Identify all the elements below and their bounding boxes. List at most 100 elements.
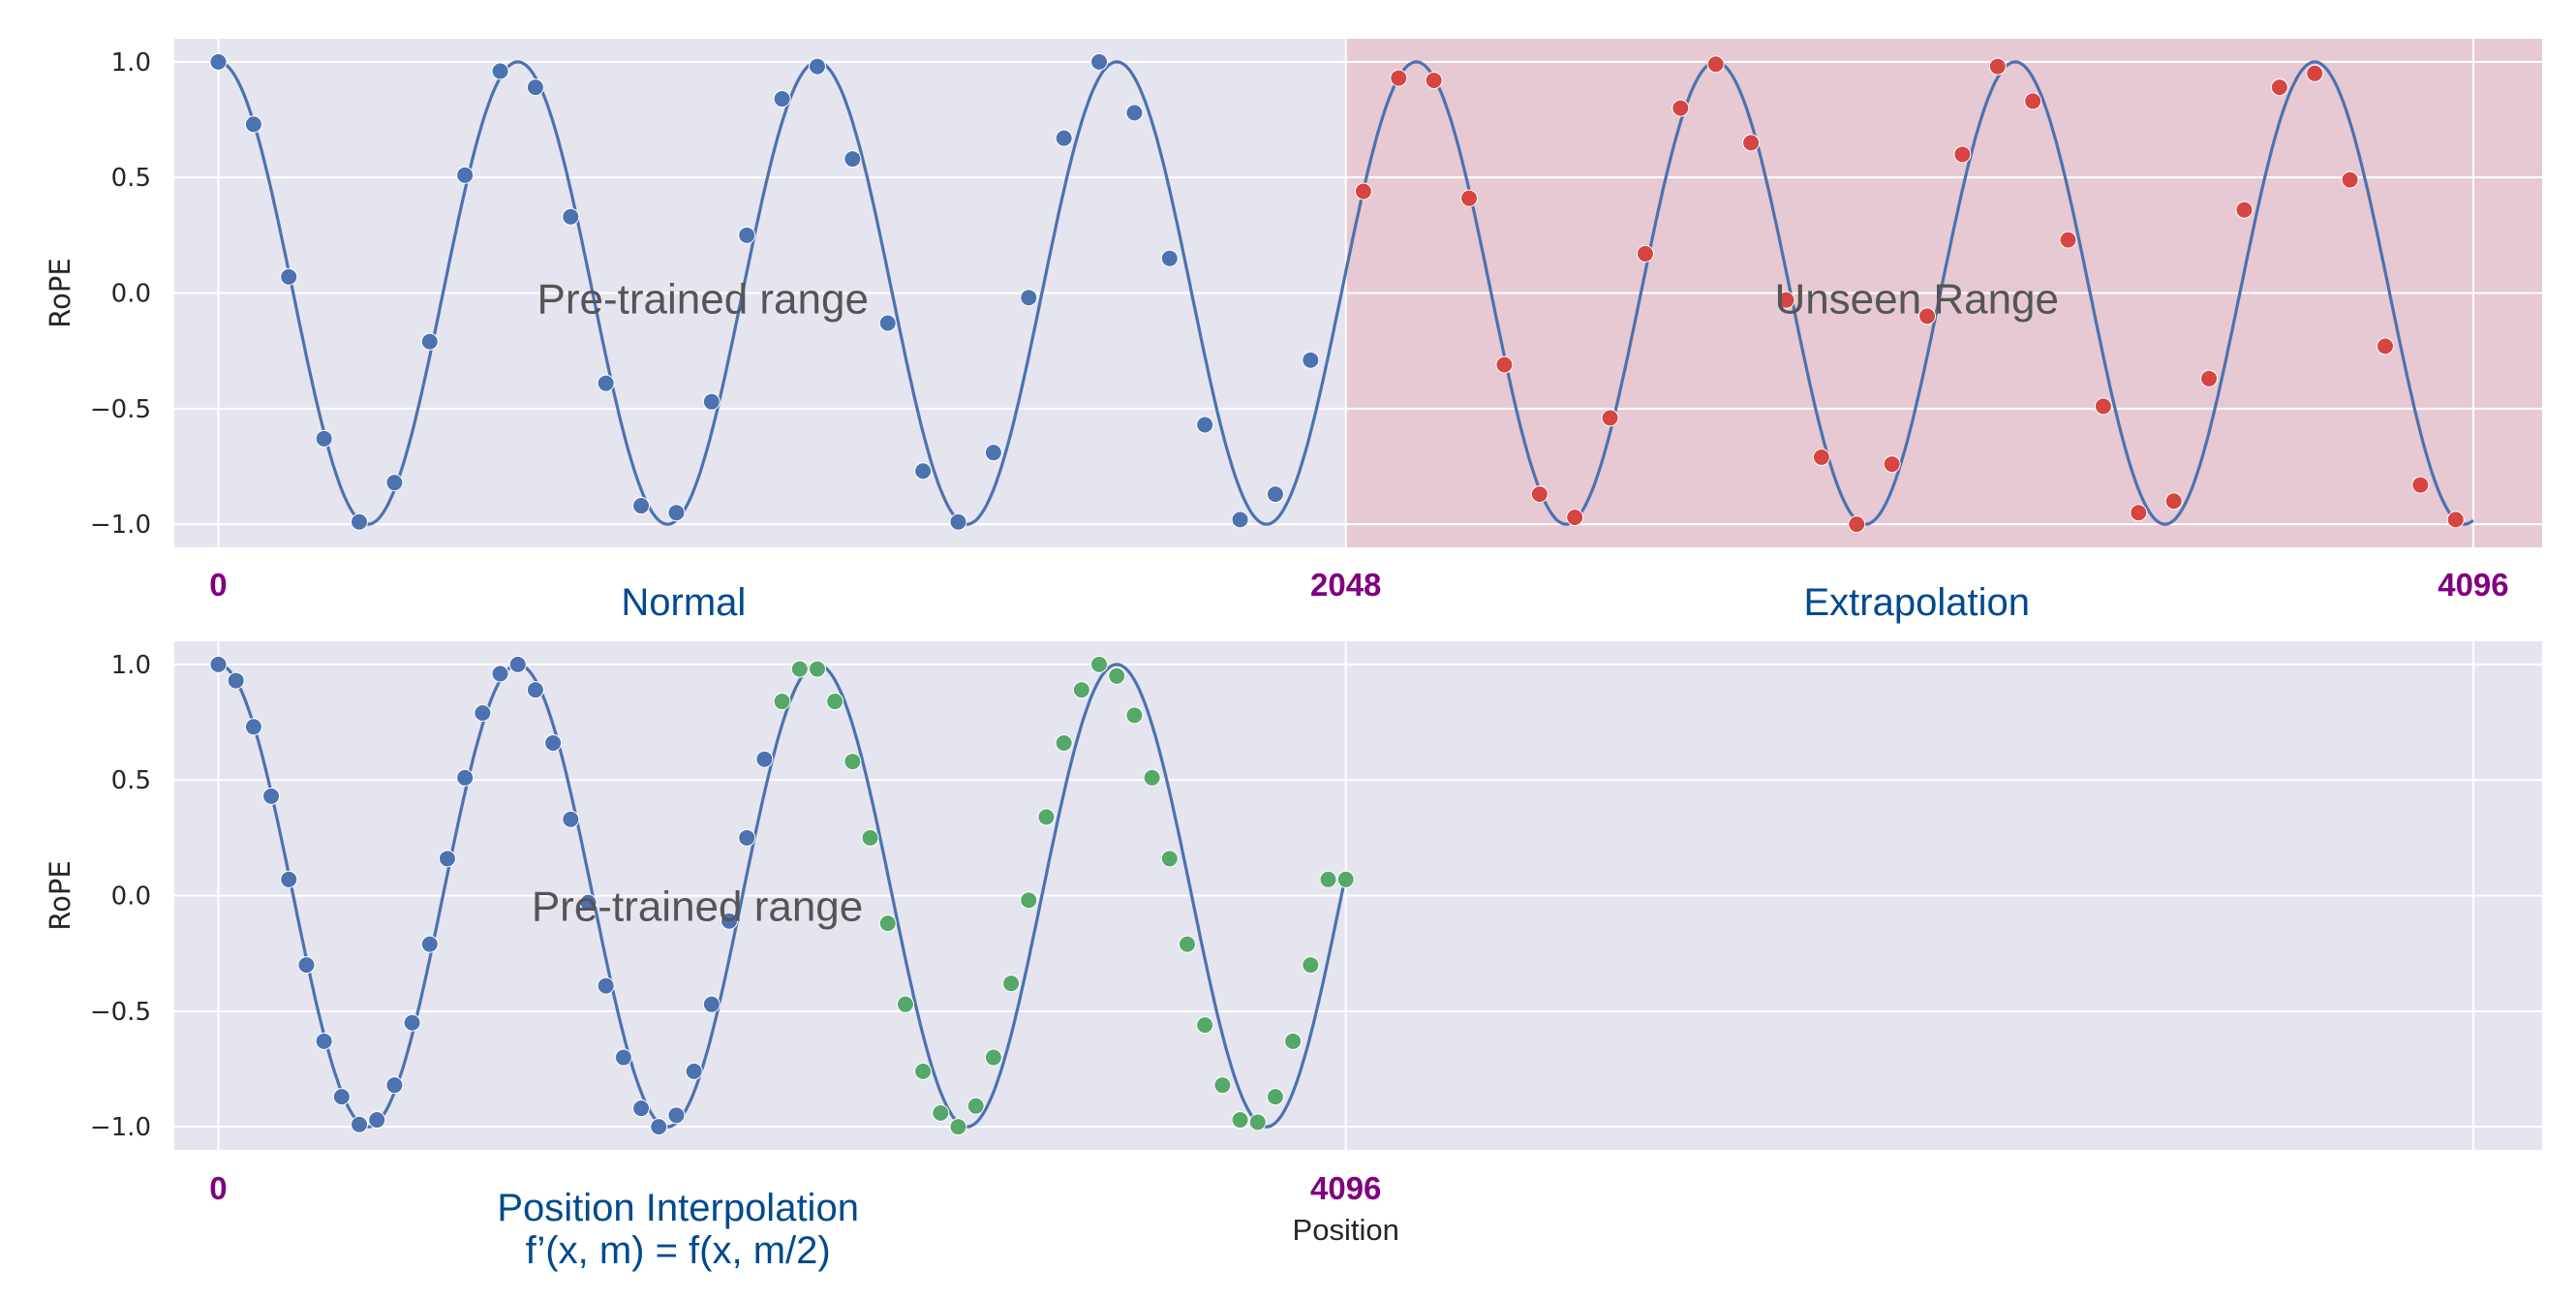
data-point (878, 314, 897, 332)
data-point (315, 1032, 333, 1050)
data-point (579, 893, 598, 912)
data-point (2446, 511, 2465, 529)
data-point (614, 1048, 632, 1067)
y-tick-label: −0.5 (90, 998, 151, 1027)
data-point (1336, 870, 1355, 888)
extrapolation-caption: Extrapolation (1803, 581, 2029, 624)
data-point (1231, 1110, 1249, 1129)
top-position-label-2048: 2048 (1310, 567, 1381, 603)
data-point (2094, 397, 2112, 416)
data-point (1125, 706, 1144, 725)
data-point (984, 444, 1002, 462)
data-point (1390, 69, 1408, 87)
data-point (1953, 145, 1972, 164)
data-point (1143, 768, 1161, 787)
data-point (280, 870, 298, 888)
data-point (420, 935, 439, 953)
top-panel: 1.0 0.5 0.0 −0.5 −1.0 RoPE Pre-trained range… (44, 39, 2542, 624)
data-point (1055, 129, 1073, 147)
data-point (1090, 655, 1109, 673)
data-point (773, 90, 791, 108)
data-point (562, 207, 580, 226)
x-axis-label: Position (1293, 1213, 1399, 1247)
data-point (1302, 351, 1320, 369)
data-point (315, 429, 333, 448)
y-tick-label: 1.0 (111, 651, 151, 680)
data-point (597, 976, 615, 995)
data-point (2235, 201, 2254, 219)
data-point (1266, 1088, 1284, 1106)
data-point (244, 718, 262, 736)
bottom-data-points (209, 655, 1355, 1136)
data-point (526, 78, 544, 97)
data-point (1020, 289, 1038, 307)
bottom-position-label-4096: 4096 (1310, 1170, 1381, 1206)
data-point (1055, 734, 1073, 752)
data-point (1196, 1016, 1214, 1035)
data-point (1460, 189, 1479, 207)
unseen-range-annotation: Unseen Range (1774, 276, 2059, 324)
data-point (843, 150, 862, 169)
data-point (949, 1118, 967, 1136)
data-point (984, 1048, 1002, 1067)
data-point (544, 734, 563, 752)
data-point (1319, 870, 1337, 888)
data-point (949, 512, 967, 531)
data-point (1742, 134, 1761, 152)
data-point (632, 1100, 651, 1118)
data-point (456, 166, 475, 184)
bottom-rope-curve (218, 663, 1348, 1129)
data-point (667, 504, 686, 522)
data-point (1425, 71, 1443, 89)
data-point (385, 474, 404, 492)
data-point (491, 665, 509, 683)
data-point (632, 497, 651, 515)
data-point (508, 655, 527, 673)
data-point (351, 1115, 369, 1133)
data-point (721, 912, 739, 930)
data-point (1777, 291, 1795, 309)
data-point (2306, 64, 2324, 82)
data-point (738, 828, 756, 847)
data-point (1530, 485, 1549, 504)
data-point (1495, 356, 1514, 374)
data-point (1706, 55, 1725, 74)
data-point (1671, 99, 1690, 117)
data-point (491, 62, 509, 80)
data-point (1566, 508, 1584, 526)
data-point (297, 956, 316, 975)
data-point (808, 57, 826, 76)
data-point (280, 267, 298, 286)
data-point (526, 681, 544, 699)
data-point (667, 1106, 686, 1125)
bottom-y-ticks: 1.0 0.5 0.0 −0.5 −1.0 (90, 651, 151, 1142)
data-point (843, 753, 862, 771)
data-point (1636, 244, 1654, 263)
y-tick-label: 0.0 (111, 280, 151, 309)
data-point (597, 374, 615, 392)
data-point (209, 655, 228, 673)
data-point (1284, 1032, 1303, 1050)
data-point (702, 995, 721, 1013)
data-point (420, 332, 439, 351)
data-point (755, 750, 774, 768)
y-tick-label: 0.0 (111, 883, 151, 912)
data-point (914, 462, 933, 480)
y-tick-label: −1.0 (90, 511, 151, 540)
data-point (1266, 485, 1284, 504)
data-point (1918, 307, 1937, 326)
data-point (1812, 448, 1830, 466)
bottom-panel: 1.0 0.5 0.0 −0.5 −1.0 RoPE Pre-trained range… (44, 641, 2542, 1272)
data-point (262, 787, 281, 805)
top-y-ticks: 1.0 0.5 0.0 −0.5 −1.0 (90, 48, 151, 540)
data-point (1108, 666, 1126, 685)
top-rope-curve (218, 60, 2474, 526)
data-point (368, 1110, 386, 1129)
data-point (773, 693, 791, 711)
data-point (244, 115, 262, 134)
top-y-axis-label: RoPE (44, 258, 77, 327)
data-point (562, 810, 580, 828)
y-tick-label: 1.0 (111, 48, 151, 78)
data-point (2024, 92, 2042, 110)
